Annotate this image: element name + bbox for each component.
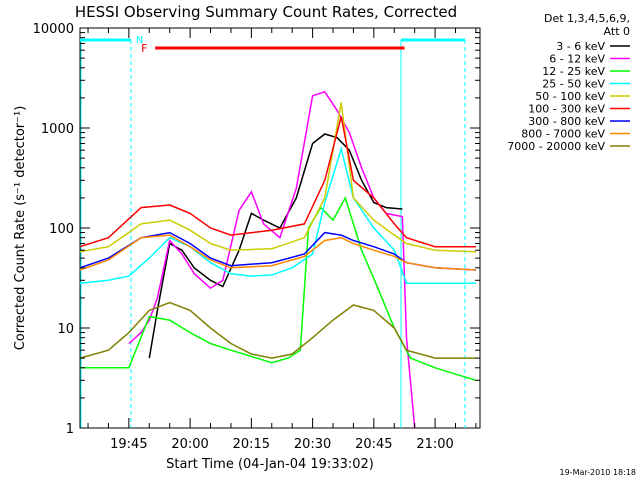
x-tick-label: 19:45 <box>110 437 147 452</box>
x-axis: 19:45 20:00 20:15 20:30 20:45 21:00 <box>87 28 477 452</box>
y-tick-label: 100 <box>49 222 74 237</box>
x-axis-label: Start Time (04-Jan-04 19:33:02) <box>166 457 374 472</box>
legend-label: 300 - 800 keV <box>528 115 605 128</box>
y-axis-label: Corrected Count Rate (s⁻¹ detector⁻¹) <box>13 106 28 351</box>
y-axis: 1 10 100 1000 10000 <box>33 22 480 437</box>
series-line-6 <box>79 231 476 271</box>
x-tick-label: 20:00 <box>171 437 208 452</box>
flag-n-label: N <box>136 35 143 46</box>
series-line-2 <box>79 196 477 382</box>
y-tick-label: 10 <box>57 322 74 337</box>
x-tick-label: 21:00 <box>416 437 453 452</box>
legend-title-line1: Det 1,3,4,5,6,9, <box>544 12 630 25</box>
y-tick-label: 1 <box>66 422 74 437</box>
series-line-7 <box>79 234 476 271</box>
legend-label: 50 - 100 keV <box>535 90 605 103</box>
x-tick-label: 20:15 <box>233 437 270 452</box>
series-line-3 <box>79 145 476 285</box>
flag-f-label: F <box>141 42 147 55</box>
observing-flags: NF <box>80 35 466 428</box>
footer-date: 19-Mar-2010 18:18 <box>560 468 637 477</box>
legend-label: 100 - 300 keV <box>528 103 605 116</box>
series-line-0 <box>148 133 403 359</box>
legend-label: 7000 - 20000 keV <box>507 140 605 153</box>
legend-label: 12 - 25 keV <box>542 65 605 78</box>
legend-label: 6 - 12 keV <box>549 53 605 66</box>
chart-title: HESSI Observing Summary Count Rates, Cor… <box>75 3 457 21</box>
legend-label: 25 - 50 keV <box>542 78 605 91</box>
legend-label: 3 - 6 keV <box>556 40 605 53</box>
legend-title-line2: Att 0 <box>604 25 630 38</box>
series-lines <box>79 90 477 429</box>
series-line-4 <box>79 102 476 253</box>
series-line-5 <box>79 116 476 248</box>
series-line-8 <box>79 301 476 359</box>
x-tick-label: 20:30 <box>294 437 331 452</box>
x-tick-label: 20:45 <box>355 437 392 452</box>
y-tick-label: 10000 <box>33 22 74 37</box>
legend-label: 800 - 7000 keV <box>521 128 605 141</box>
y-tick-label: 1000 <box>41 122 74 137</box>
